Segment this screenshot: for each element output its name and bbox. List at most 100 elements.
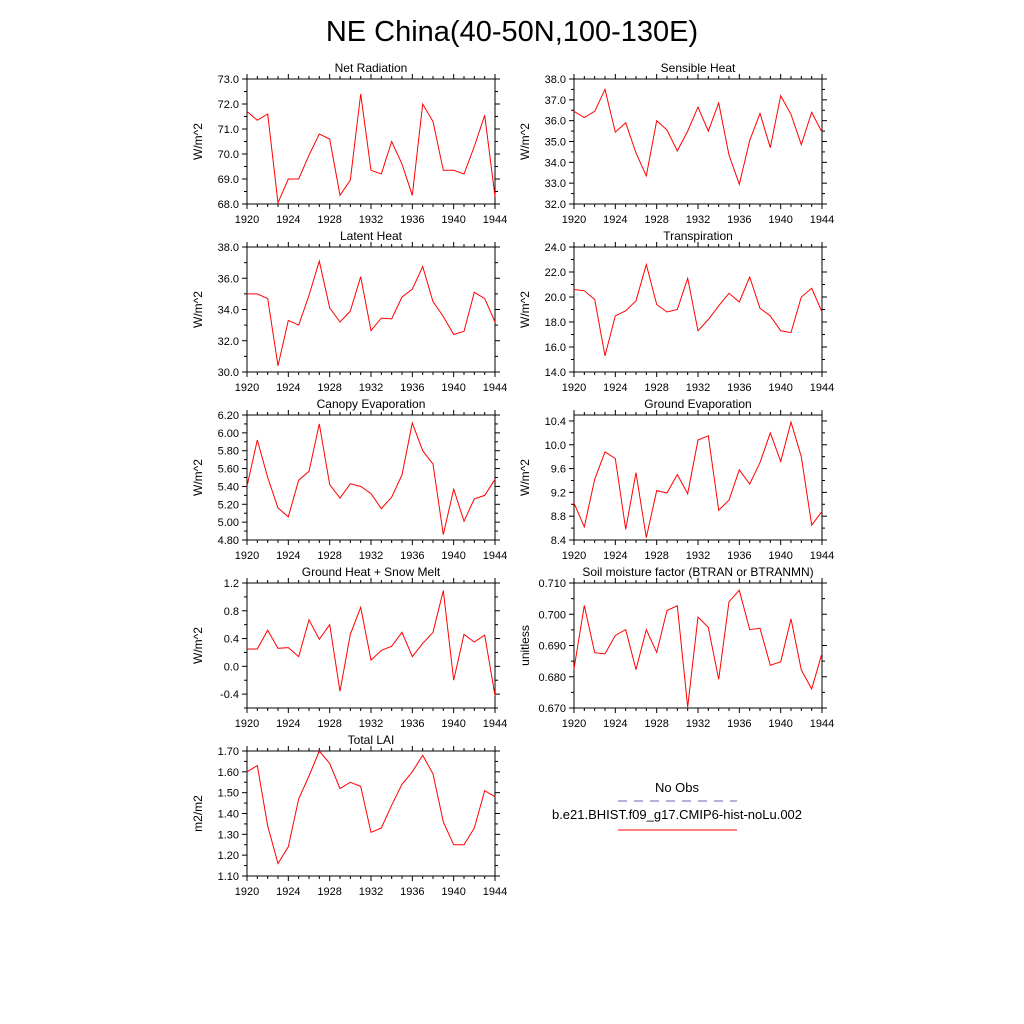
- y-tick-label: 32.0: [545, 199, 566, 211]
- y-tick-label: 32.0: [218, 336, 239, 348]
- y-axis-label: m2/m2: [191, 795, 205, 832]
- x-tick-label: 1944: [810, 550, 834, 562]
- x-tick-label: 1944: [810, 382, 834, 394]
- legend-obs-label: No Obs: [655, 780, 700, 795]
- x-tick-label: 1936: [727, 550, 751, 562]
- y-tick-label: 0.670: [538, 703, 566, 715]
- x-tick-label: 1920: [562, 718, 586, 730]
- series-line: [247, 590, 496, 696]
- y-axis-label: W/m^2: [518, 291, 532, 328]
- legend: No Obs b.e21.BHIST.f09_g17.CMIP6-hist-no…: [552, 780, 802, 831]
- x-tick-label: 1928: [317, 214, 341, 226]
- x-tick-label: 1936: [400, 382, 424, 394]
- x-tick-label: 1940: [768, 718, 792, 730]
- y-tick-label: 36.0: [545, 116, 566, 128]
- x-tick-label: 1944: [483, 886, 507, 898]
- series-line: [573, 589, 823, 708]
- y-tick-label: 1.60: [218, 767, 239, 779]
- panel-title: Latent Heat: [340, 229, 403, 243]
- x-tick-label: 1924: [603, 214, 627, 226]
- y-tick-label: 20.0: [545, 292, 566, 304]
- x-tick-label: 1932: [359, 886, 383, 898]
- x-tick-label: 1940: [441, 550, 465, 562]
- x-tick-label: 1940: [441, 382, 465, 394]
- x-tick-label: 1940: [441, 214, 465, 226]
- y-tick-label: 5.80: [218, 446, 239, 458]
- x-tick-label: 1944: [483, 214, 507, 226]
- x-tick-label: 1932: [359, 214, 383, 226]
- x-tick-label: 1940: [768, 550, 792, 562]
- y-tick-label: 8.4: [551, 535, 566, 547]
- x-tick-label: 1928: [317, 718, 341, 730]
- y-tick-label: 34.0: [218, 305, 239, 317]
- y-tick-label: 72.0: [218, 99, 239, 111]
- x-tick-label: 1924: [276, 886, 300, 898]
- y-tick-label: 69.0: [218, 174, 239, 186]
- y-tick-label: 5.60: [218, 464, 239, 476]
- x-tick-label: 1940: [768, 382, 792, 394]
- y-tick-label: 1.40: [218, 809, 239, 821]
- y-tick-label: 70.0: [218, 149, 239, 161]
- y-tick-label: 1.2: [224, 578, 239, 590]
- x-tick-label: 1932: [686, 550, 710, 562]
- y-tick-label: 1.10: [218, 871, 239, 883]
- chart-panel: 1920 1924 1928 1932 1936 1940 1944 0.670 0.680 0.…: [518, 565, 834, 730]
- y-tick-label: 0.4: [224, 634, 239, 646]
- x-tick-label: 1932: [686, 214, 710, 226]
- y-tick-label: 33.0: [545, 178, 566, 190]
- chart-panel: 1920 1924 1928 1932 1936 1940 1944 32.0 33.0 34.0…: [518, 61, 834, 226]
- y-tick-label: 4.80: [218, 535, 239, 547]
- y-tick-label: 0.0: [224, 661, 239, 673]
- y-tick-label: 5.20: [218, 499, 239, 511]
- x-tick-label: 1936: [400, 214, 424, 226]
- x-tick-label: 1932: [359, 718, 383, 730]
- x-tick-label: 1928: [317, 550, 341, 562]
- y-tick-label: 36.0: [218, 273, 239, 285]
- x-tick-label: 1936: [727, 718, 751, 730]
- y-tick-label: 5.00: [218, 517, 239, 529]
- x-tick-label: 1920: [562, 214, 586, 226]
- panel-title: Canopy Evaporation: [317, 397, 426, 411]
- chart-panel: 1920 1924 1928 1932 1936 1940 1944 8.4 8.8 9.2 9.6…: [518, 397, 834, 562]
- y-axis-label: W/m^2: [191, 459, 205, 496]
- series-line: [246, 750, 496, 865]
- y-axis-label: W/m^2: [191, 627, 205, 664]
- y-tick-label: 1.70: [218, 746, 239, 758]
- panel-title: Ground Heat + Snow Melt: [302, 565, 441, 579]
- y-tick-label: 71.0: [218, 124, 239, 136]
- x-tick-label: 1924: [276, 718, 300, 730]
- x-tick-label: 1924: [276, 214, 300, 226]
- y-tick-label: 24.0: [545, 242, 566, 254]
- x-tick-label: 1936: [400, 886, 424, 898]
- x-tick-label: 1928: [644, 382, 668, 394]
- y-tick-label: 9.2: [551, 487, 566, 499]
- x-tick-label: 1928: [644, 214, 668, 226]
- y-tick-label: 16.0: [545, 342, 566, 354]
- x-tick-label: 1920: [235, 718, 259, 730]
- x-tick-label: 1924: [603, 550, 627, 562]
- y-tick-label: 0.8: [224, 606, 239, 618]
- y-tick-label: 0.710: [538, 578, 566, 590]
- panel-title: Transpiration: [663, 229, 733, 243]
- chart-panel: 1920 1924 1928 1932 1936 1940 1944 14.0 16.0 18.0…: [518, 229, 834, 394]
- legend-model-label: b.e21.BHIST.f09_g17.CMIP6-hist-noLu.002: [552, 807, 802, 822]
- y-tick-label: 0.700: [538, 609, 566, 621]
- y-tick-label: 73.0: [218, 74, 239, 86]
- y-tick-label: 68.0: [218, 199, 239, 211]
- x-tick-label: 1920: [235, 214, 259, 226]
- x-tick-label: 1936: [727, 382, 751, 394]
- panel-title: Net Radiation: [335, 61, 408, 75]
- series-line: [246, 421, 496, 535]
- x-tick-label: 1944: [483, 382, 507, 394]
- x-tick-label: 1924: [603, 718, 627, 730]
- y-tick-label: 5.40: [218, 481, 239, 493]
- panel-title: Soil moisture factor (BTRAN or BTRANMN): [582, 565, 813, 579]
- x-tick-label: 1932: [686, 718, 710, 730]
- series-line: [247, 259, 496, 366]
- y-tick-label: 0.680: [538, 672, 566, 684]
- y-tick-label: 37.0: [545, 95, 566, 107]
- x-tick-label: 1944: [483, 718, 507, 730]
- x-tick-label: 1924: [276, 550, 300, 562]
- x-tick-label: 1936: [727, 214, 751, 226]
- x-tick-label: 1932: [359, 382, 383, 394]
